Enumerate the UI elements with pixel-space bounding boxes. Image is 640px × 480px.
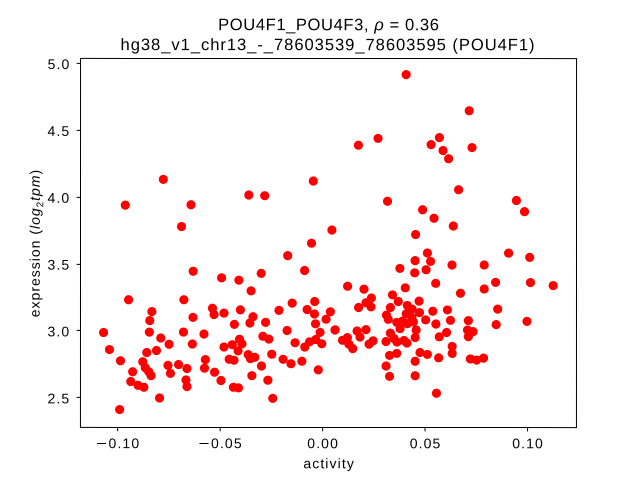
svg-text:4.0: 4.0 <box>48 190 71 206</box>
svg-text:hg38_v1_chr13_-_78603539_78603: hg38_v1_chr13_-_78603539_78603595 (POU4F… <box>121 35 536 54</box>
svg-text:3.5: 3.5 <box>48 257 71 273</box>
svg-text:3.0: 3.0 <box>48 323 71 339</box>
svg-text:5.0: 5.0 <box>48 56 71 72</box>
svg-text:0.05: 0.05 <box>410 435 442 451</box>
svg-text:2.5: 2.5 <box>47 390 70 406</box>
svg-text:0.00: 0.00 <box>307 435 339 451</box>
svg-text:−0.05: −0.05 <box>199 435 243 451</box>
svg-text:activity: activity <box>303 455 355 471</box>
svg-text:POU4F1_POU4F3, ρ = 0.36: POU4F1_POU4F3, ρ = 0.36 <box>218 15 439 34</box>
svg-text:−0.10: −0.10 <box>96 435 140 451</box>
svg-text:4.5: 4.5 <box>48 123 71 139</box>
svg-text:0.10: 0.10 <box>512 435 544 451</box>
